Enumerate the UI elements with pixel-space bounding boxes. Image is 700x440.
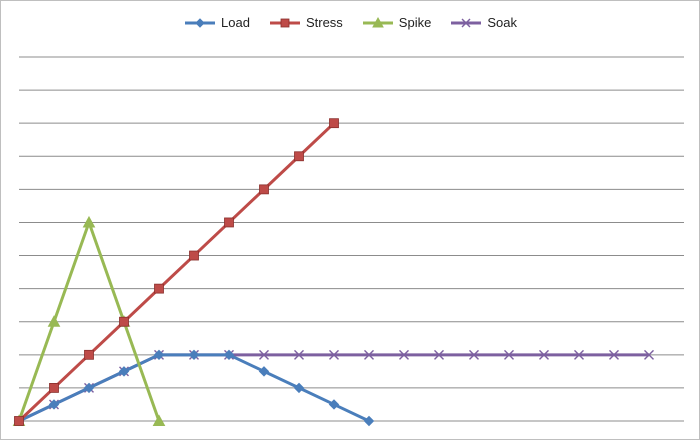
legend-swatch-spike [362,16,393,27]
legend-item-spike: Spike [361,15,432,30]
point-spike [371,16,384,27]
legend-label: Load [221,15,250,30]
point-stress [280,18,290,27]
point-load [153,349,165,361]
point-load [188,349,200,361]
legend-item-stress: Stress [268,15,343,30]
point-stress [119,316,129,327]
point-stress [294,151,304,162]
point-load [258,366,270,377]
series-load [13,349,375,427]
legend-swatch-soak [451,18,482,27]
point-soak [364,349,374,360]
point-stress [49,383,59,393]
legend-label: Stress [305,15,343,30]
point-stress [154,283,164,294]
line-stress [17,122,336,423]
point-soak [609,349,619,360]
point-soak [644,349,654,360]
point-soak [469,349,479,360]
series-stress [14,118,339,426]
point-load [118,366,130,377]
point-load [328,399,340,410]
point-soak [399,349,409,360]
point-spike [47,315,61,327]
point-stress [329,118,339,129]
point-soak [504,349,514,360]
point-load [195,17,205,28]
legend-swatch-stress [269,18,300,27]
point-spike [152,414,166,426]
point-soak [259,349,269,360]
legend-swatch-load [185,17,216,28]
point-soak [461,18,471,27]
point-load [293,382,305,394]
point-load [363,415,375,427]
legend-label: Spike [398,15,432,30]
legend-item-load: Load [183,15,250,30]
point-soak [574,349,584,360]
point-stress [224,217,234,228]
point-soak [539,349,549,360]
point-stress [84,349,94,360]
point-soak [434,349,444,360]
legend: Load Stress Spike Soak [1,15,699,30]
point-load [48,399,60,410]
point-stress [189,250,199,261]
point-spike [82,215,96,228]
gridlines [19,56,684,389]
legend-label: Soak [487,15,517,30]
point-load [223,349,235,361]
point-soak [294,349,304,360]
legend-item-soak: Soak [449,15,517,30]
point-soak [329,349,339,360]
point-stress [259,184,269,195]
point-load [83,382,95,394]
point-stress [14,416,24,426]
